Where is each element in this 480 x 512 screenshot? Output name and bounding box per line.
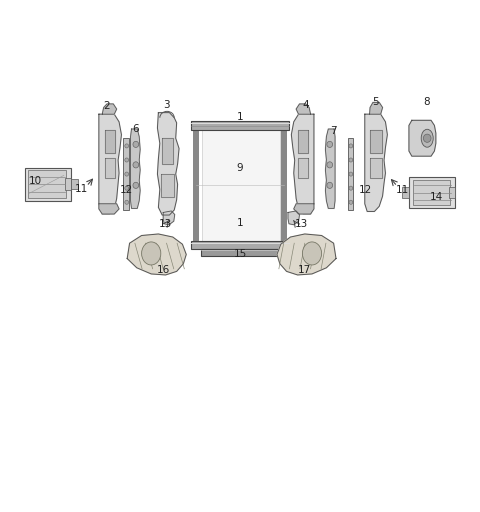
Ellipse shape [142,242,161,265]
Bar [191,123,289,124]
Polygon shape [102,104,117,114]
Text: 11: 11 [396,185,409,196]
Circle shape [125,144,129,148]
Text: 9: 9 [237,163,243,173]
Circle shape [349,172,353,176]
Circle shape [133,182,139,188]
Polygon shape [277,234,336,275]
Bar [123,138,129,210]
Bar [193,130,199,241]
Polygon shape [131,129,140,208]
Bar [409,177,455,208]
Bar [25,167,71,201]
Circle shape [133,162,139,168]
Bar [191,129,289,130]
Polygon shape [298,158,308,178]
Circle shape [125,172,129,176]
Polygon shape [370,102,383,114]
Ellipse shape [421,129,433,147]
Bar [348,138,353,210]
Text: 12: 12 [120,185,133,196]
Polygon shape [99,204,119,214]
Polygon shape [409,120,436,156]
Polygon shape [161,174,174,197]
Circle shape [423,134,431,142]
Text: 17: 17 [298,265,312,275]
Circle shape [125,200,129,204]
Text: 12: 12 [359,185,372,196]
Bar [191,241,289,249]
Polygon shape [294,204,314,214]
Circle shape [349,186,353,190]
Circle shape [349,158,353,162]
Bar [201,249,279,256]
Polygon shape [105,158,115,178]
Text: 1: 1 [237,112,243,122]
Text: 5: 5 [372,97,379,108]
Bar [402,187,409,198]
Circle shape [327,141,333,147]
Polygon shape [288,211,300,225]
Circle shape [327,182,333,188]
Text: 2: 2 [103,101,110,112]
Bar [202,130,280,241]
Text: 7: 7 [330,125,336,136]
Bar [65,178,71,190]
Text: 13: 13 [159,219,172,229]
Bar [28,170,66,198]
Polygon shape [370,130,382,153]
Text: 3: 3 [163,100,170,111]
Polygon shape [296,104,311,114]
Polygon shape [291,114,314,214]
Text: 11: 11 [75,184,88,195]
Bar [191,121,289,122]
Bar [191,121,289,130]
Bar [71,179,78,189]
Polygon shape [163,211,175,225]
Circle shape [327,162,333,168]
Polygon shape [365,114,387,211]
Text: 1: 1 [237,218,243,228]
Circle shape [349,144,353,148]
Bar [281,130,287,241]
Polygon shape [298,130,308,153]
Circle shape [349,200,353,204]
Text: 16: 16 [156,265,170,275]
Text: 15: 15 [233,249,247,259]
Polygon shape [127,234,186,275]
Text: 13: 13 [295,219,308,229]
Text: 6: 6 [132,124,139,134]
Polygon shape [370,158,382,178]
Bar [449,187,455,198]
Polygon shape [157,113,179,215]
Polygon shape [99,114,121,214]
Text: 8: 8 [423,97,430,108]
Polygon shape [325,129,335,208]
Text: 10: 10 [28,176,42,186]
Bar [413,180,450,205]
Polygon shape [105,130,115,153]
Circle shape [125,186,129,190]
Circle shape [125,158,129,162]
Text: 4: 4 [303,100,310,111]
Text: 14: 14 [430,191,444,202]
Ellipse shape [302,242,322,265]
Circle shape [133,141,139,147]
Polygon shape [162,138,173,164]
